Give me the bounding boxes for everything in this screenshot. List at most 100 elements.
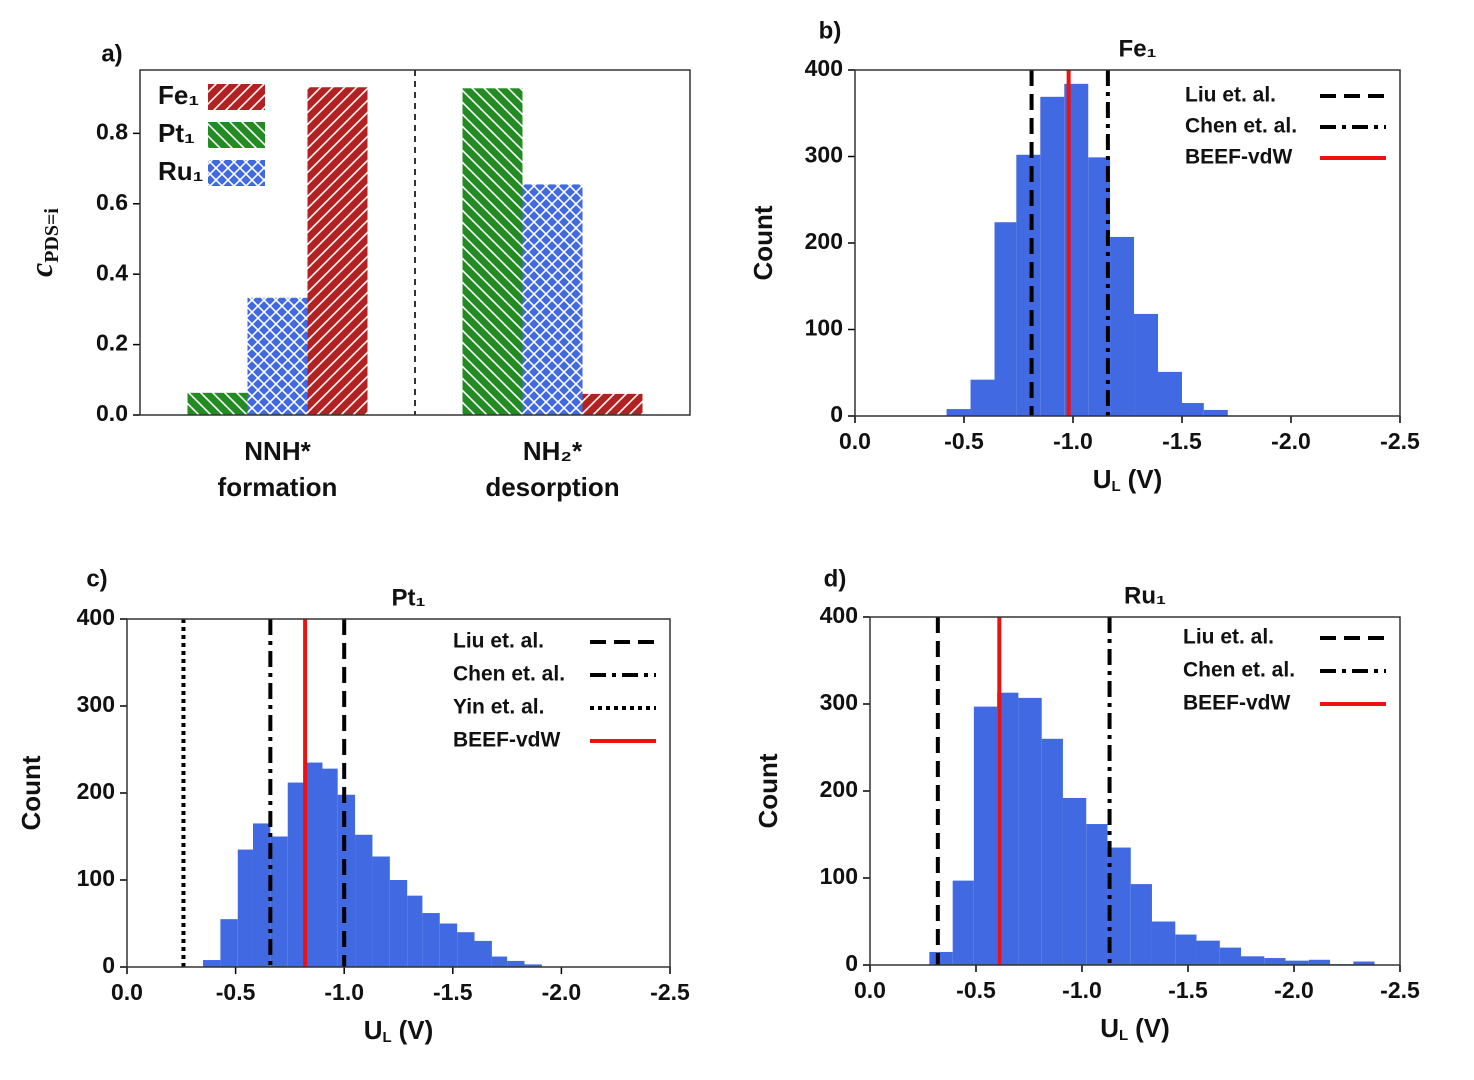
y-axis-label: Count [16, 755, 46, 830]
y-tick-label: 100 [77, 865, 115, 891]
y-tick-label: 100 [820, 863, 858, 889]
bar [462, 88, 523, 415]
histogram-bar [1308, 959, 1331, 965]
histogram-bar [355, 834, 373, 967]
legend-label: Ru₁ [158, 156, 203, 186]
histogram-bar [997, 692, 1019, 965]
histogram-bar [1018, 697, 1042, 965]
y-tick-label: 200 [805, 228, 843, 254]
x-tick-label: NNH* [244, 436, 311, 466]
panel-label: a) [101, 40, 122, 67]
bar [307, 87, 368, 415]
y-tick-label: 400 [77, 604, 115, 630]
axes-frame [869, 616, 1401, 966]
histogram-bar [1285, 960, 1309, 965]
y-tick-label: 400 [805, 55, 843, 81]
x-tick-label: -2.0 [1271, 428, 1311, 454]
histogram-bar [1353, 961, 1375, 965]
histogram-bar [220, 919, 238, 967]
y-tick-label: 400 [820, 602, 858, 628]
legend-label: Pt₁ [158, 118, 195, 148]
x-axis-label-unit: (V) [399, 1015, 434, 1045]
legend-swatch [208, 122, 265, 148]
axes-frame [854, 69, 1401, 417]
x-tick-label: -2.5 [1380, 428, 1420, 454]
histogram-bar [1110, 236, 1135, 416]
histogram-bar [1196, 940, 1220, 965]
histogram-bar [1041, 738, 1063, 965]
histogram-bar [1219, 947, 1241, 965]
histogram-bar [1040, 96, 1065, 416]
x-axis-label: UL (V) [1100, 1013, 1170, 1044]
legend-label: Liu et. al. [453, 630, 544, 653]
histogram-bar [491, 956, 508, 967]
axes-frame [139, 69, 691, 416]
legend-label: Chen et. al. [1183, 659, 1295, 682]
legend-label: BEEF-vdW [1183, 692, 1291, 715]
chart-title: Fe₁ [1119, 35, 1157, 62]
histogram-bar [1241, 956, 1265, 965]
x-tick-label: -1.0 [324, 979, 364, 1005]
x-axis-label-main: U [364, 1015, 383, 1045]
legend-label: BEEF-vdW [453, 729, 561, 752]
x-tick-label: NH₂* [523, 436, 583, 466]
panel-label: c) [86, 565, 107, 592]
y-tick-label: 0 [102, 952, 115, 978]
histogram-bar [524, 964, 542, 967]
x-tick-label: -2.0 [1274, 977, 1314, 1003]
bar [187, 392, 248, 415]
histogram-bar [507, 960, 525, 967]
histogram-bar [952, 880, 974, 965]
histogram-bar [1182, 403, 1204, 416]
legend-label: Chen et. al. [1185, 115, 1297, 138]
legend-swatch [208, 160, 265, 186]
legend-label: Yin et. al. [453, 696, 544, 719]
x-tick-label: desorption [485, 472, 619, 502]
histogram-bar [252, 823, 271, 967]
x-tick-label: -0.5 [944, 428, 984, 454]
legend-label: Liu et. al. [1185, 84, 1276, 107]
legend-label: Liu et. al. [1183, 626, 1274, 649]
x-axis-label-unit: (V) [1128, 464, 1163, 494]
bar [582, 393, 643, 415]
y-tick-label: 0.0 [96, 400, 128, 426]
x-tick-label: 0.0 [839, 428, 871, 454]
axes-frame [126, 618, 671, 968]
panel-label: b) [819, 17, 842, 44]
x-tick-label: -2.5 [1380, 977, 1420, 1003]
x-axis-label: UL (V) [364, 1015, 434, 1046]
x-tick-label: formation [218, 472, 338, 502]
x-tick-label: -0.5 [216, 979, 256, 1005]
x-tick-label: 0.0 [111, 979, 143, 1005]
histogram-bar [1016, 154, 1041, 416]
histogram-bar [1158, 371, 1182, 416]
y-tick-label: 300 [805, 142, 843, 168]
histogram-bar [457, 932, 475, 967]
x-tick-label: -1.0 [1062, 977, 1102, 1003]
x-tick-label: -1.5 [1162, 428, 1202, 454]
bar [522, 184, 583, 415]
y-tick-label: 200 [820, 776, 858, 802]
histogram-bar [1175, 934, 1197, 965]
histogram-bar [1062, 797, 1087, 965]
y-axis-label-sub: PDS=i [41, 208, 63, 263]
y-tick-label: 300 [820, 689, 858, 715]
x-tick-label: -1.0 [1053, 428, 1093, 454]
x-tick-label: 0.0 [854, 977, 886, 1003]
chart-title: Pt₁ [392, 584, 426, 611]
histogram-bar [1107, 847, 1131, 965]
histogram-bar [929, 951, 953, 965]
y-tick-label: 0.8 [96, 118, 128, 144]
y-axis-label: Count [748, 205, 778, 280]
histogram-bar [270, 836, 288, 967]
legend-swatch [208, 84, 265, 110]
histogram-bar [1134, 313, 1159, 416]
y-tick-label: 0 [830, 401, 843, 427]
histogram-bar [474, 940, 492, 967]
histogram-bar [305, 762, 323, 967]
x-tick-label: -1.5 [1168, 977, 1208, 1003]
panel-label: d) [824, 565, 847, 592]
x-axis-label-sub: L [1111, 478, 1120, 495]
x-axis-label-sub: L [1119, 1027, 1128, 1044]
